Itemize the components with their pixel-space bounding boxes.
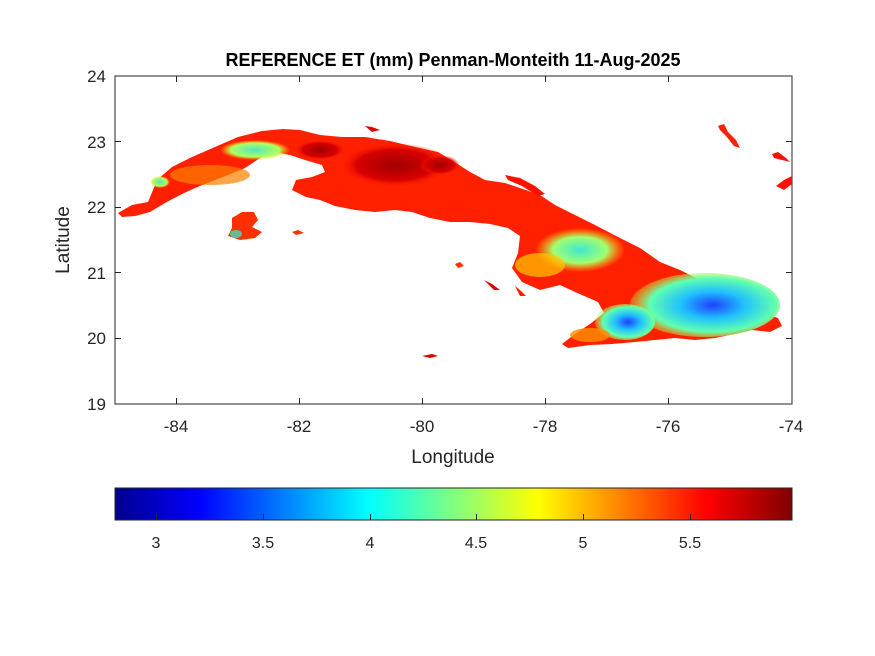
- cayo-north-central: [505, 175, 545, 196]
- cayo-south-1: [422, 354, 438, 358]
- dark-red-patch-west: [295, 140, 345, 160]
- colorbar-tick-label: 5: [579, 535, 588, 552]
- cyan-patch-westtip: [150, 176, 170, 188]
- colorbar-tick-label: 5.5: [679, 535, 701, 552]
- y-tick-label: 23: [87, 133, 106, 152]
- chart-title: REFERENCE ET (mm) Penman-Monteith 11-Aug…: [225, 50, 680, 70]
- y-axis-label: Latitude: [53, 206, 74, 274]
- dark-red-patch-north: [420, 155, 460, 175]
- y-tick-label: 19: [87, 395, 106, 414]
- cayo-southeast: [515, 286, 526, 296]
- x-tick-label: -82: [287, 417, 312, 436]
- cayo-north-west: [365, 126, 380, 132]
- y-axis: [115, 141, 792, 339]
- x-tick-label: -84: [164, 417, 189, 436]
- cyan-patch-west: [220, 140, 290, 160]
- plot-area: [114, 75, 793, 405]
- x-axis-label: Longitude: [411, 447, 494, 468]
- x-tick-label: -78: [533, 417, 558, 436]
- colorbar-tick-label: 3: [152, 535, 161, 552]
- colorbar: [114, 487, 793, 521]
- x-tick-label: -80: [410, 417, 435, 436]
- y-tick-label: 22: [87, 198, 106, 217]
- orange-patch-west: [170, 165, 250, 185]
- yellow-patch-central: [515, 253, 565, 277]
- isla-cyan-edge: [230, 230, 242, 238]
- colorbar-tick-label: 4: [366, 535, 375, 552]
- blue-patch-southeast: [595, 304, 655, 340]
- orange-patch-south: [570, 328, 610, 342]
- et-map-layer: [118, 124, 792, 358]
- x-tick-label: -76: [656, 417, 681, 436]
- dark-red-patch-central: [340, 143, 450, 187]
- cayo-east-2: [772, 152, 790, 162]
- cayo-south-2: [484, 280, 500, 290]
- cayo-east-3: [776, 176, 792, 190]
- cuba-main-island: [118, 129, 782, 348]
- cayo-south-central: [455, 262, 464, 268]
- blue-patch-east: [630, 273, 780, 337]
- x-axis: [176, 76, 669, 404]
- y-tick-label: 21: [87, 264, 106, 283]
- x-tick-label: -74: [779, 417, 804, 436]
- colorbar-tick-label: 4.5: [465, 535, 487, 552]
- colorbar-ticks: [156, 514, 691, 520]
- y-tick-label: 20: [87, 329, 106, 348]
- cayo-east-1: [718, 124, 740, 148]
- colorbar-tick-label: 3.5: [252, 535, 274, 552]
- y-tick-label: 24: [87, 67, 106, 86]
- cayo-gulf: [292, 230, 304, 235]
